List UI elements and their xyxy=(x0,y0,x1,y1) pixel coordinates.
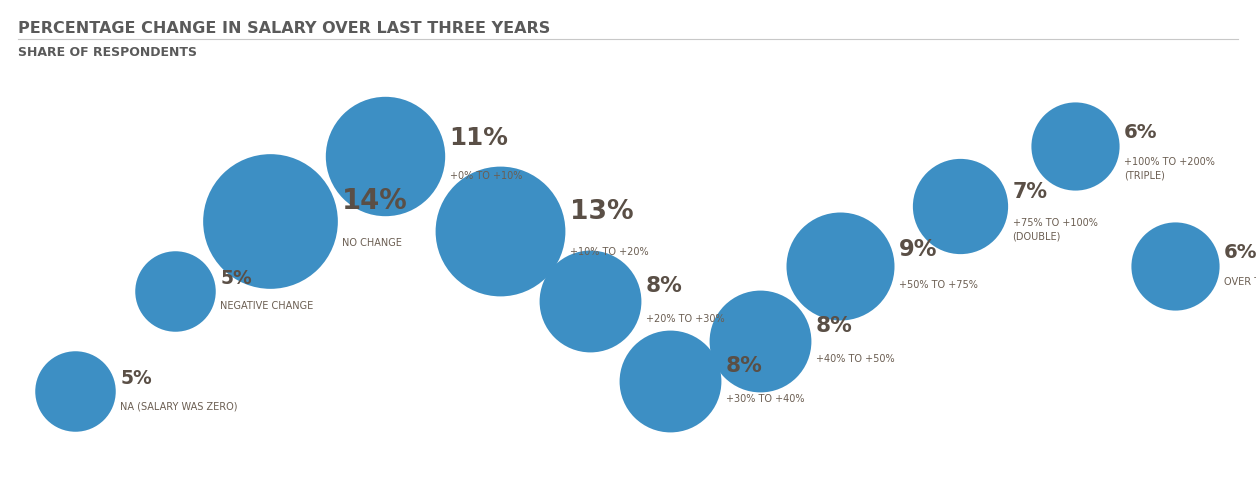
Point xyxy=(950,202,970,210)
Text: NEGATIVE CHANGE: NEGATIVE CHANGE xyxy=(220,301,314,311)
Text: 8%: 8% xyxy=(726,356,762,376)
Text: NA (SALARY WAS ZERO): NA (SALARY WAS ZERO) xyxy=(121,401,237,411)
Text: 13%: 13% xyxy=(570,198,633,225)
Text: +0% TO +10%: +0% TO +10% xyxy=(450,171,522,181)
Text: 6%: 6% xyxy=(1124,123,1158,142)
Text: 5%: 5% xyxy=(220,269,252,288)
Text: 8%: 8% xyxy=(646,276,683,295)
Text: 9%: 9% xyxy=(899,238,937,261)
Text: SHARE OF RESPONDENTS: SHARE OF RESPONDENTS xyxy=(18,46,197,59)
Point xyxy=(165,287,185,295)
Point xyxy=(830,262,850,270)
Text: 11%: 11% xyxy=(450,126,509,150)
Text: PERCENTAGE CHANGE IN SALARY OVER LAST THREE YEARS: PERCENTAGE CHANGE IN SALARY OVER LAST TH… xyxy=(18,21,550,36)
Text: 8%: 8% xyxy=(816,316,853,336)
Text: +50% TO +75%: +50% TO +75% xyxy=(899,279,978,290)
Text: +10% TO +20%: +10% TO +20% xyxy=(570,247,648,257)
Point xyxy=(260,217,280,225)
Text: 7%: 7% xyxy=(1012,182,1048,202)
Text: +100% TO +200%
(TRIPLE): +100% TO +200% (TRIPLE) xyxy=(1124,157,1215,180)
Point xyxy=(490,227,510,235)
Text: +75% TO +100%
(DOUBLE): +75% TO +100% (DOUBLE) xyxy=(1012,218,1098,241)
Point xyxy=(1065,142,1085,150)
Point xyxy=(580,297,600,305)
Text: 14%: 14% xyxy=(343,187,408,215)
Point xyxy=(750,337,770,345)
Text: OVER TRIPLE: OVER TRIPLE xyxy=(1225,277,1256,287)
Point xyxy=(65,387,85,395)
Point xyxy=(376,152,396,160)
Text: +40% TO +50%: +40% TO +50% xyxy=(816,354,894,364)
Point xyxy=(1166,262,1186,270)
Text: NO CHANGE: NO CHANGE xyxy=(343,238,402,248)
Text: 6%: 6% xyxy=(1225,243,1256,262)
Text: +20% TO +30%: +20% TO +30% xyxy=(646,314,725,324)
Point xyxy=(659,377,679,385)
Text: 5%: 5% xyxy=(121,369,152,388)
Text: +30% TO +40%: +30% TO +40% xyxy=(726,394,804,404)
